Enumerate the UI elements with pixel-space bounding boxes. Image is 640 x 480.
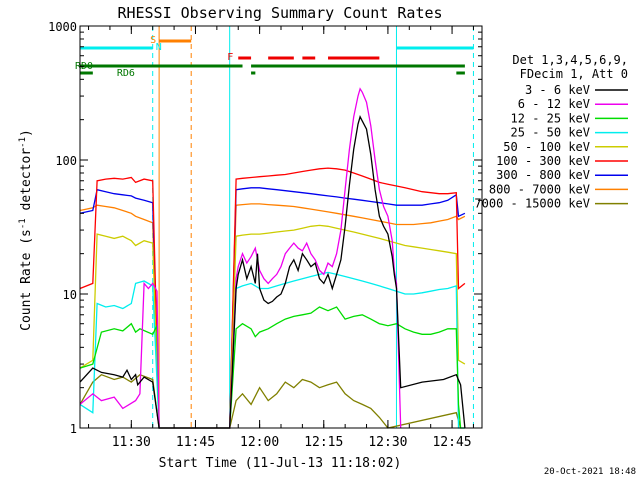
series-line-12-25-kev xyxy=(79,306,465,429)
legend-header-1: Det 1,3,4,5,6,9, xyxy=(512,53,628,67)
night-flag-label: N xyxy=(156,42,162,53)
saa-flag-label: S xyxy=(150,35,156,46)
flare-flag-label: F xyxy=(227,52,233,63)
x-tick-label-3: 12:15 xyxy=(304,435,343,450)
instrument-flags: NS F RD0 RD6 xyxy=(75,35,474,79)
legend-label-2: 12 - 25 keV xyxy=(511,111,590,125)
legend-label-5: 100 - 300 keV xyxy=(496,154,590,168)
y-axis-label: Count Rate (s-1 detector-1) xyxy=(18,129,34,331)
legend-header-2: FDecim 1, Att 0 xyxy=(520,67,628,81)
legend-label-7: 800 - 7000 keV xyxy=(489,182,590,196)
x-tick-label-5: 12:45 xyxy=(432,435,471,450)
y-tick-label-1: 10 xyxy=(63,288,77,302)
series-line-25-50-kev xyxy=(79,271,465,429)
legend: Det 1,3,4,5,6,9, FDecim 1, Att 0 3 - 6 k… xyxy=(474,53,628,211)
series-line-6-12-kev xyxy=(79,87,402,429)
series-line-100-300-kev xyxy=(79,167,466,429)
legend-label-6: 300 - 800 keV xyxy=(496,168,590,182)
legend-label-0: 3 - 6 keV xyxy=(525,83,590,97)
series-line-800-7000-kev xyxy=(79,203,466,429)
y-tick-label-2: 100 xyxy=(55,154,77,168)
x-tick-label-0: 11:30 xyxy=(112,435,151,450)
x-tick-label-2: 12:00 xyxy=(240,435,279,450)
chart-title: RHESSI Observing Summary Count Rates xyxy=(117,4,442,22)
svg-text:Count Rate (s-1 detector-1): Count Rate (s-1 detector-1) xyxy=(18,129,34,331)
y-label-rest: detector xyxy=(19,148,34,219)
legend-label-4: 50 - 100 keV xyxy=(503,140,590,154)
legend-entry-4: 50 - 100 keV xyxy=(503,140,628,154)
legend-label-8: 7000 - 15000 keV xyxy=(474,197,590,211)
rd0-flag-label: RD0 xyxy=(75,61,93,72)
footer-date: 20-Oct-2021 18:48 xyxy=(544,467,636,477)
legend-entry-5: 100 - 300 keV xyxy=(496,154,628,168)
x-tick-label-1: 11:45 xyxy=(176,435,215,450)
legend-entry-7: 800 - 7000 keV xyxy=(489,182,628,196)
legend-label-3: 25 - 50 keV xyxy=(511,126,590,140)
legend-entry-6: 300 - 800 keV xyxy=(496,168,628,182)
legend-entry-0: 3 - 6 keV xyxy=(525,83,628,97)
legend-label-1: 6 - 12 keV xyxy=(518,97,590,111)
legend-entry-8: 7000 - 15000 keV xyxy=(474,197,628,211)
plot-area xyxy=(79,26,474,429)
axes: 1 10 100 1000 11:30 11:45 12:00 12:15 12:30 12:45 xyxy=(48,20,483,450)
legend-entry-2: 12 - 25 keV xyxy=(511,111,628,125)
y-label-close: ) xyxy=(19,129,34,137)
rd6-flag-label: RD6 xyxy=(117,68,135,79)
x-axis-label: Start Time (11-Jul-13 11:18:02) xyxy=(159,456,402,471)
y-label-exp: -1 xyxy=(18,218,28,229)
legend-entry-3: 25 - 50 keV xyxy=(511,126,628,140)
y-tick-label-0: 1 xyxy=(70,422,77,436)
series-line-300-800-kev xyxy=(79,187,466,429)
series-line-7000-15000-kev xyxy=(79,373,462,429)
series-line-3-6-kev xyxy=(79,115,466,429)
x-tick-label-4: 12:30 xyxy=(368,435,407,450)
y-tick-label-3: 1000 xyxy=(48,20,77,34)
series-line-50-100-kev xyxy=(79,224,466,429)
y-label-main: Count Rate (s xyxy=(19,229,34,331)
legend-entry-1: 6 - 12 keV xyxy=(518,97,628,111)
y-label-exp2: -1 xyxy=(18,137,28,148)
